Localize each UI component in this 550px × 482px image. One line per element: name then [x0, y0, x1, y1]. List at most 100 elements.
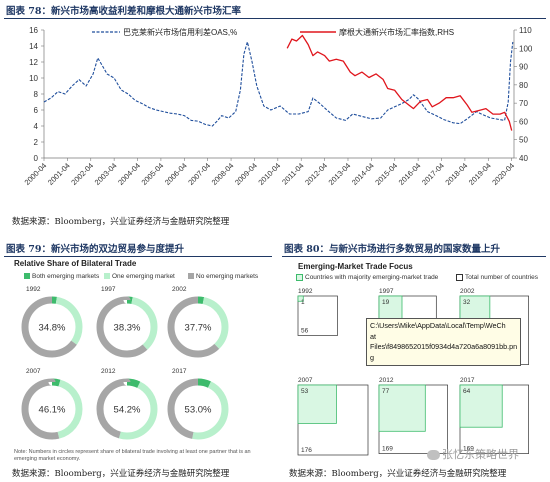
x-tick-label: 2017-04 [420, 161, 446, 187]
donut-slice-one [167, 378, 229, 440]
y-right-tick-label: 40 [519, 154, 528, 163]
donut-slice-none [96, 378, 158, 440]
donut-slice-none [21, 378, 83, 440]
x-tick-label: 2005-04 [139, 161, 165, 187]
box-em-value: 64 [463, 388, 471, 395]
y-right-tick-label: 90 [519, 63, 528, 72]
box-em [459, 384, 503, 428]
donut-center-label: 53.0% [185, 405, 212, 416]
y-right-tick-label: 50 [519, 136, 528, 145]
donut-slice-one [96, 296, 158, 358]
y-right-tick-label: 80 [519, 81, 528, 90]
donut-center-label: 38.3% [114, 323, 141, 334]
box-em-value: 53 [301, 388, 309, 395]
donut-chart [167, 296, 229, 358]
donut-center-label: 46.1% [39, 405, 66, 416]
legend-swatch-em [296, 274, 303, 281]
legend-label-one: One emerging market [112, 273, 175, 280]
legend-label-oas: 巴克莱新兴市场信用利差OAS,% [123, 27, 237, 37]
x-tick-label: 2003-04 [93, 161, 119, 187]
donut-year-label: 2007 [26, 368, 41, 375]
fig79-chart-title: Relative Share of Bilateral Trade [14, 259, 137, 268]
box-year-label: 1992 [298, 288, 313, 295]
legend-label-em: Countries with majority emerging-market … [305, 274, 439, 282]
box-em-value: 19 [382, 299, 390, 306]
x-tick-label: 2014-04 [350, 161, 376, 187]
y-right-tick-label: 60 [519, 117, 528, 126]
donut-chart [167, 378, 229, 440]
y-left-tick-label: 0 [34, 154, 39, 163]
series-line-oas [43, 41, 514, 127]
fig80-title-rule [282, 256, 546, 257]
donut-slice-none [167, 296, 229, 358]
fig78-title-rule [4, 18, 546, 19]
box-em-value: 32 [463, 299, 471, 306]
donut-chart [21, 378, 83, 440]
fig78-source: 数据来源：Bloomberg，兴业证券经济与金融研究院整理 [12, 217, 230, 227]
fig79-legend-one: One emerging market [104, 273, 175, 280]
box-em-value: 77 [382, 388, 390, 395]
x-tick-label: 2001-04 [46, 161, 72, 187]
x-tick-label: 2016-04 [397, 161, 423, 187]
box-total-value: 169 [463, 446, 474, 453]
y-left-tick-label: 16 [29, 26, 38, 35]
box-year-label: 1997 [379, 288, 394, 295]
x-tick-label: 2009-04 [233, 161, 259, 187]
donut-center-label: 34.8% [39, 323, 66, 334]
donut-slice-one [21, 296, 83, 358]
fig79-source: 数据来源：Bloomberg，兴业证券经济与金融研究院整理 [12, 469, 230, 479]
box-year-label: 2017 [460, 377, 475, 384]
x-tick-label: 2002-04 [69, 161, 95, 187]
x-tick-label: 2019-04 [467, 161, 493, 187]
legend-swatch-total [456, 274, 463, 281]
wechat-icon [427, 450, 440, 460]
donut-chart [96, 378, 158, 440]
box-total-value: 56 [301, 327, 309, 334]
y-left-tick-label: 2 [34, 138, 39, 147]
fig79-note: Note: Numbers in circles represent share… [14, 449, 251, 462]
fig79-title-rule [4, 256, 272, 257]
y-left-tick-label: 4 [34, 122, 39, 131]
tooltip-line-4: g [370, 352, 374, 362]
donut-slice-none [96, 296, 158, 358]
donut-year-label: 2002 [172, 286, 187, 293]
y-left-tick-label: 6 [34, 106, 39, 115]
y-right-tick-label: 110 [519, 26, 532, 35]
box-total-value: 169 [382, 446, 393, 453]
y-left-tick-label: 10 [29, 74, 38, 83]
x-tick-label: 2000-04 [23, 161, 49, 187]
legend-swatch-none [188, 273, 194, 280]
box-year-label: 2002 [460, 288, 475, 295]
watermark: 张忆东策略世界 [427, 446, 519, 462]
x-tick-label: 2013-04 [327, 161, 353, 187]
x-tick-label: 2006-04 [163, 161, 189, 187]
tooltip-line-1: C:\Users\Mike\AppData\Local\Temp\WeCh [370, 321, 506, 330]
box-total [297, 295, 338, 336]
tooltip-line-2: at [370, 331, 376, 341]
x-tick-label: 2010-04 [256, 161, 282, 187]
box-em [297, 295, 304, 302]
box-em [378, 384, 426, 432]
donut-year-label: 1997 [101, 286, 116, 293]
y-left-tick-label: 14 [29, 42, 38, 51]
donut-year-label: 1992 [26, 286, 41, 293]
legend-swatch-one [104, 273, 110, 280]
x-tick-label: 2015-04 [373, 161, 399, 187]
y-right-tick-label: 70 [519, 99, 528, 108]
fig80-chart-title: Emerging-Market Trade Focus [298, 262, 413, 271]
donut-center-label: 54.2% [114, 405, 141, 416]
y-right-tick-label: 100 [519, 44, 533, 53]
fig78-line-chart: 02468101214164050607080901001102000-0420… [23, 26, 533, 187]
box-year-label: 2012 [379, 377, 394, 384]
legend-label-fx: 摩根大通新兴市场汇率指数,RHS [339, 27, 454, 37]
box-total-value: 176 [301, 447, 312, 454]
donut-slice-none [167, 378, 229, 440]
legend-swatch-both [24, 273, 30, 280]
legend-label-none: No emerging markets [196, 273, 259, 280]
donut-year-label: 2012 [101, 368, 116, 375]
x-tick-label: 2008-04 [210, 161, 236, 187]
y-left-tick-label: 8 [34, 90, 39, 99]
donut-slice-one [21, 378, 83, 440]
file-path-tooltip[interactable]: C:\Users\Mike\AppData\Local\Temp\WeCh at… [366, 318, 522, 366]
x-tick-label: 2018-04 [443, 161, 469, 187]
